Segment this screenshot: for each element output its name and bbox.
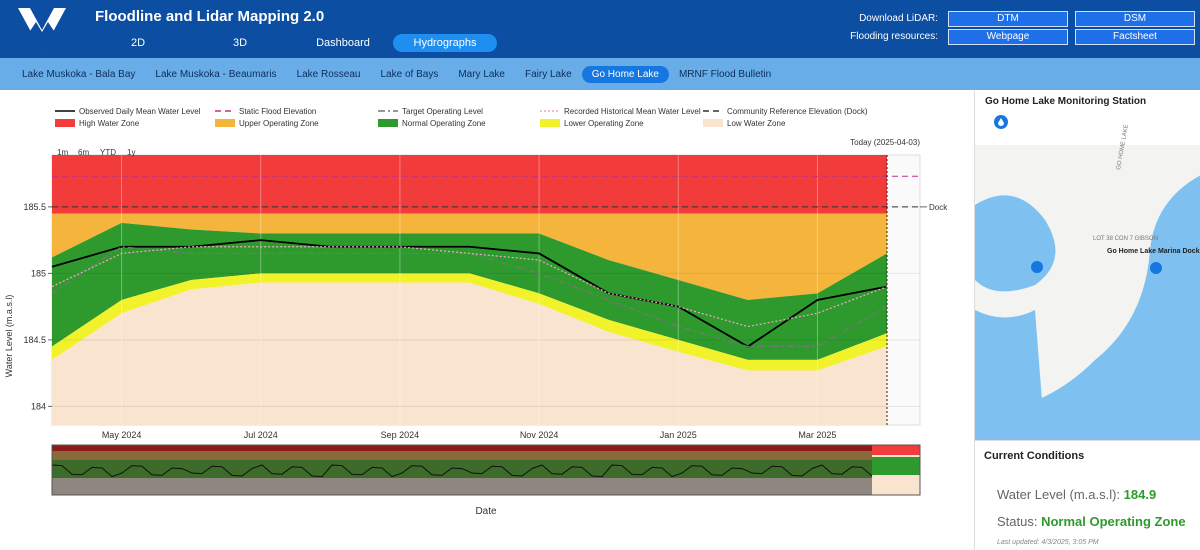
- legend-label: Low Water Zone: [727, 119, 786, 128]
- tab[interactable]: Hydrographs: [393, 34, 497, 52]
- logo: [18, 8, 66, 52]
- legend-label: High Water Zone: [79, 119, 140, 128]
- annotation: Today (2025-04-03): [850, 138, 920, 147]
- tab[interactable]: Dashboard: [316, 37, 370, 49]
- range-button[interactable]: 1y: [127, 148, 135, 157]
- current-conditions: Current Conditions Water Level (m.a.s.l)…: [975, 440, 1200, 550]
- x-tick-label: Sep 2024: [381, 430, 420, 440]
- range-button[interactable]: YTD: [100, 148, 116, 157]
- y-tick-label: 185: [31, 268, 46, 278]
- header: Floodline and Lidar Mapping 2.0 2D 3D Da…: [0, 0, 1200, 58]
- button[interactable]: DTM: [948, 11, 1068, 27]
- map-label: Go Home Lake Marina Dock: [1107, 248, 1200, 255]
- zone-band: [52, 222, 887, 360]
- x-tick-label: Nov 2024: [520, 430, 559, 440]
- y-tick-label: 184.5: [23, 335, 46, 345]
- legend-swatch: [540, 119, 560, 127]
- legend-label: Recorded Historical Mean Water Level: [564, 107, 701, 116]
- legend-swatch: [215, 119, 235, 127]
- zone-band: [52, 273, 887, 371]
- lake-tab[interactable]: MRNF Flood Bulletin: [678, 68, 772, 80]
- conditions-title: Current Conditions: [984, 450, 1085, 462]
- range-button[interactable]: 1m: [57, 148, 68, 157]
- series-line: [51, 246, 888, 328]
- x-axis-title: Date: [475, 506, 497, 517]
- lake-tab[interactable]: Mary Lake: [458, 68, 505, 80]
- button[interactable]: Factsheet: [1075, 29, 1195, 45]
- status-label: Status:: [997, 514, 1038, 529]
- lake-tab[interactable]: Lake Muskoka - Beaumaris: [155, 68, 277, 80]
- x-tick-label: Jul 2024: [244, 430, 278, 440]
- zone-band: [52, 282, 887, 425]
- slider-band: [52, 451, 872, 460]
- resources-label: Flooding resources:: [850, 31, 938, 42]
- reference-label: Dock: [929, 203, 948, 212]
- legend-swatch: [55, 119, 75, 127]
- tab[interactable]: 3D: [232, 37, 248, 49]
- lake-tab[interactable]: Lake Rosseau: [296, 68, 361, 80]
- app-title: Floodline and Lidar Mapping 2.0: [95, 8, 325, 25]
- slider-band: [52, 445, 872, 451]
- x-tick-label: Jan 2025: [660, 430, 697, 440]
- y-axis-title: Water Level (m.a.s.l): [4, 295, 14, 378]
- lake-tab[interactable]: Go Home Lake: [581, 65, 669, 83]
- button[interactable]: DSM: [1075, 11, 1195, 27]
- level-value: 184.9: [1123, 487, 1157, 502]
- lake-tab[interactable]: Fairy Lake: [525, 68, 572, 80]
- status-value: Normal Operating Zone: [1041, 514, 1186, 529]
- slider-frame: [51, 444, 921, 496]
- slider-trace: [51, 464, 873, 478]
- zone-band: [52, 213, 887, 300]
- button[interactable]: Webpage: [948, 29, 1068, 45]
- lake-tab[interactable]: Lake of Bays: [380, 68, 439, 80]
- chart: Water Level (m.a.s.l) Date Today (2025-0…: [4, 107, 948, 517]
- x-tick-label: May 2024: [102, 430, 142, 440]
- legend-label: Upper Operating Zone: [239, 119, 319, 128]
- legend-swatch: [378, 119, 398, 127]
- tab[interactable]: 2D: [130, 37, 146, 49]
- legend-swatch: [703, 119, 723, 127]
- legend-label: Community Reference Elevation (Dock): [727, 107, 868, 116]
- lake-tab[interactable]: Lake Muskoka - Bala Bay: [22, 68, 136, 80]
- last-updated: Last updated: 4/3/2025, 3:05 PM: [997, 539, 1099, 546]
- side-panel: Go Home Lake Monitoring Station GO HOME …: [974, 90, 1200, 550]
- legend-label: Target Operating Level: [402, 107, 483, 116]
- range-slider: [51, 444, 921, 496]
- station-title: Go Home Lake Monitoring Station: [985, 96, 1147, 107]
- level-label: Water Level (m.a.s.l):: [997, 487, 1121, 502]
- lake-tabs: Lake Muskoka - Bala Bay Lake Muskoka - Be…: [0, 58, 1200, 90]
- map: GO HOME LAKE LOT 38 CON 7 GIBSON Go Home…: [975, 115, 1200, 440]
- legend-label: Lower Operating Zone: [564, 119, 644, 128]
- zone-band: [52, 155, 887, 214]
- water-level: Water Level (m.a.s.l): 184.9: [997, 487, 1156, 502]
- download-label: Download LiDAR:: [859, 13, 938, 24]
- range-button[interactable]: 6m: [78, 148, 89, 157]
- y-tick-label: 185.5: [23, 202, 46, 212]
- y-tick-label: 184: [31, 401, 46, 411]
- slider-band: [52, 478, 872, 495]
- x-tick-label: Mar 2025: [798, 430, 836, 440]
- status: Status: Normal Operating Zone: [997, 514, 1186, 529]
- slider-window: [872, 457, 920, 475]
- legend-label: Normal Operating Zone: [402, 119, 486, 128]
- legend-label: Static Flood Elevation: [239, 107, 316, 116]
- legend-label: Observed Daily Mean Water Level: [79, 107, 201, 116]
- map-label: LOT 38 CON 7 GIBSON: [1093, 236, 1158, 242]
- slider-window: [872, 445, 920, 455]
